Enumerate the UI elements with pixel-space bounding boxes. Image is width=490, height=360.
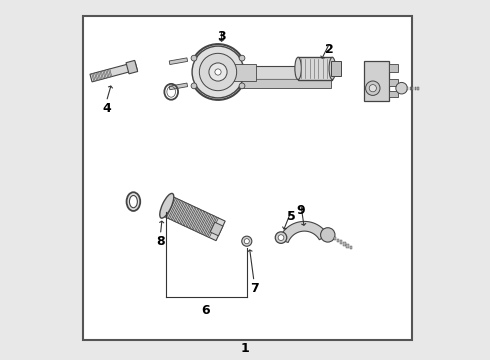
Text: 9: 9 [296,204,305,217]
Ellipse shape [295,57,301,80]
Bar [343,242,345,246]
Bar [170,199,180,220]
Bar [340,240,343,244]
Bar [175,202,186,222]
Bar [417,87,418,90]
Circle shape [191,55,197,61]
Bar [92,73,95,81]
Bar [100,71,103,79]
Bar [407,87,409,90]
Bar [202,215,213,235]
Circle shape [209,63,227,81]
Bar [95,73,98,81]
Bar [202,79,331,88]
Bar [106,70,109,78]
Bar [412,87,414,90]
Bar [181,205,192,225]
Bar [190,209,201,229]
Bar [298,57,332,80]
Text: 2: 2 [325,43,334,56]
Circle shape [242,236,252,246]
Circle shape [396,82,407,94]
Bar [227,64,256,81]
Bar [169,58,188,64]
Bar [205,216,216,236]
Bar [199,213,210,233]
Text: 6: 6 [201,304,210,317]
Polygon shape [279,221,328,243]
Bar [196,212,207,232]
Bar [410,87,411,90]
Circle shape [191,83,197,89]
Bar [90,62,137,82]
Circle shape [192,46,244,98]
Bar [337,239,339,242]
Bar [103,71,106,78]
Text: 4: 4 [102,102,111,114]
Bar [210,222,223,236]
Bar [167,198,177,219]
Bar [108,69,112,77]
Circle shape [366,81,380,95]
Text: 7: 7 [249,282,258,294]
Bar [184,206,195,226]
Ellipse shape [126,192,140,211]
Circle shape [245,239,249,244]
Bar [389,79,398,86]
Ellipse shape [129,195,137,208]
Bar [334,237,336,240]
Ellipse shape [329,57,336,80]
Text: 3: 3 [217,30,226,42]
Circle shape [199,53,237,91]
Bar [389,64,398,72]
Bar [330,61,342,76]
Bar [169,83,188,90]
Text: 5: 5 [288,210,296,222]
Bar [364,61,389,101]
Circle shape [278,235,284,240]
Ellipse shape [210,62,219,83]
Bar [178,203,189,224]
Ellipse shape [160,193,174,218]
Text: 8: 8 [156,235,165,248]
Bar [172,201,183,221]
Bar [187,208,198,228]
Circle shape [320,228,335,242]
Bar [389,91,398,97]
Bar [415,87,416,90]
Circle shape [369,85,376,92]
Bar [208,217,219,238]
Bar [162,196,225,241]
Bar [202,66,331,79]
Bar [126,60,138,74]
Text: 1: 1 [241,342,249,355]
Bar [193,210,204,231]
Circle shape [275,232,287,243]
Circle shape [239,55,245,61]
Bar [346,244,349,248]
Circle shape [239,83,245,89]
Bar [349,246,352,249]
Bar [98,72,101,80]
Circle shape [215,69,221,75]
